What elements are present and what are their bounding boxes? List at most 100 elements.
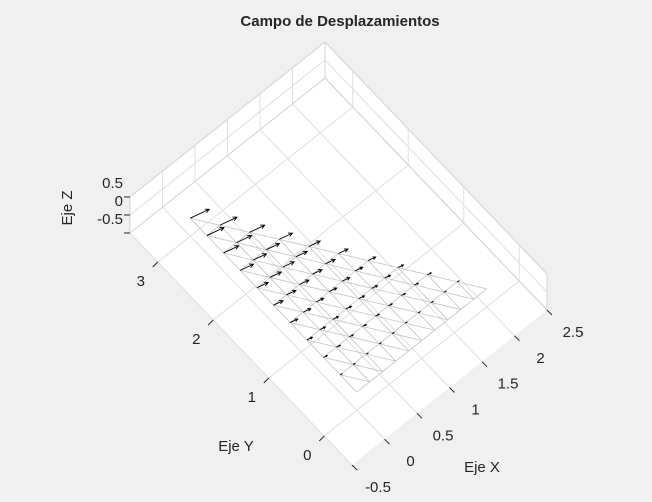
mesh-line: [323, 356, 354, 365]
mesh-line: [336, 346, 367, 355]
mesh-line: [299, 273, 313, 285]
arrow: [336, 344, 342, 348]
mesh-line: [290, 322, 320, 331]
mesh-line: [253, 259, 283, 268]
mesh-line: [375, 315, 393, 334]
mesh-line: [427, 274, 458, 283]
mesh-line: [430, 302, 449, 321]
mesh-line: [371, 287, 402, 296]
mesh-line: [316, 301, 346, 310]
mesh-line: [391, 333, 410, 352]
mesh-line: [341, 280, 360, 299]
mesh-line: [352, 364, 371, 383]
mesh-line: [362, 326, 380, 345]
arrow: [295, 250, 309, 258]
arrow: [328, 287, 338, 292]
arrow: [236, 234, 253, 244]
mesh-line: [342, 280, 372, 289]
grid-line: [259, 129, 483, 363]
mesh-line: [302, 301, 317, 313]
mesh-line: [434, 319, 448, 331]
arrow: [365, 352, 369, 355]
x-tick: [416, 412, 423, 419]
z-tick-label: 0: [115, 193, 123, 210]
mesh-line: [332, 319, 350, 337]
mesh-line: [265, 249, 284, 268]
mesh-line: [444, 291, 474, 300]
arrow: [375, 313, 381, 317]
grid-line: [323, 280, 520, 437]
grid-line: [157, 106, 354, 263]
mesh-line: [369, 371, 383, 383]
y-tick: [152, 261, 159, 268]
y-axis-label: Eje Y: [218, 438, 254, 455]
mesh-line: [239, 259, 254, 271]
mesh-line: [190, 217, 220, 226]
x-tick-label: 0.5: [433, 427, 454, 444]
box-edge: [324, 77, 548, 311]
arrow: [266, 242, 281, 251]
mesh-line: [365, 353, 384, 372]
arrow: [338, 248, 349, 254]
mesh-line: [269, 266, 284, 278]
mesh-line: [302, 311, 321, 330]
mesh-line: [289, 322, 308, 341]
mesh-line: [358, 298, 389, 307]
mesh-line: [382, 360, 396, 372]
mesh-line: [405, 322, 435, 331]
mesh-line: [282, 256, 297, 268]
mesh-line: [417, 312, 436, 331]
y-tick-label: 1: [248, 389, 256, 406]
mesh-line: [345, 308, 363, 327]
mesh-line: [388, 305, 419, 314]
z-axis-label: Eje Z: [59, 190, 76, 225]
mesh-line: [341, 270, 356, 282]
mesh-line: [279, 238, 309, 247]
grid-line: [129, 59, 326, 216]
mesh-line: [408, 340, 422, 352]
arrow: [414, 282, 420, 286]
mesh-line: [354, 270, 373, 289]
grid-line: [324, 59, 548, 293]
mesh-line: [460, 298, 474, 310]
mesh-line: [312, 273, 330, 292]
mesh-line: [236, 231, 250, 243]
arrow: [302, 308, 312, 313]
mesh-line: [286, 284, 300, 296]
mesh-line: [315, 301, 334, 320]
arrow: [282, 261, 296, 268]
y-tick: [318, 435, 325, 442]
arrow: [312, 269, 323, 275]
mesh-line: [319, 329, 350, 338]
mesh-line: [252, 259, 271, 278]
arrow: [362, 324, 368, 327]
mesh-line: [319, 329, 337, 348]
arrow: [206, 226, 225, 236]
mesh-line: [308, 246, 339, 254]
mesh-line: [371, 288, 389, 306]
x-tick-label: 1.5: [498, 376, 519, 393]
arrow: [315, 297, 325, 303]
mesh-line: [384, 277, 402, 296]
mesh-line: [414, 284, 445, 293]
x-tick-label: 2.5: [563, 324, 584, 341]
mesh-line: [447, 309, 461, 321]
mesh-line: [371, 277, 386, 289]
mesh-line: [273, 304, 291, 323]
mesh-line: [266, 249, 296, 258]
mesh-line: [430, 291, 445, 303]
grid-line: [129, 232, 353, 466]
mesh-line: [378, 343, 397, 362]
y-tick: [207, 319, 214, 326]
arrow: [256, 281, 270, 289]
x-tick: [449, 387, 455, 393]
arrow: [404, 321, 408, 324]
mesh-line: [388, 305, 406, 324]
mesh-line: [295, 256, 326, 265]
mesh-line: [421, 329, 435, 341]
mesh-line: [325, 253, 339, 265]
mesh-line: [319, 318, 334, 330]
mesh-line: [249, 231, 280, 240]
mesh-line: [338, 253, 356, 272]
mesh-line: [303, 311, 333, 320]
